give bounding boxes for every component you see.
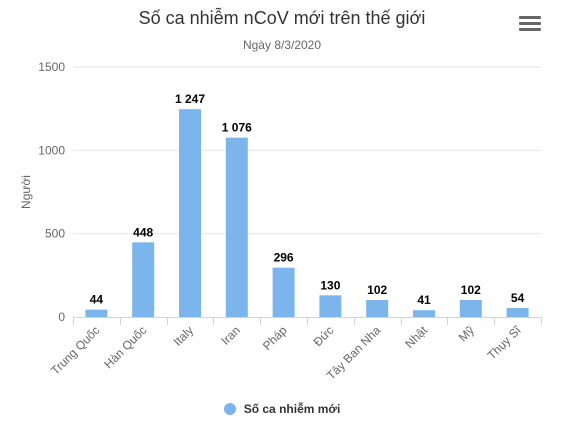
bar[interactable] [319, 295, 342, 317]
data-label: 41 [417, 293, 431, 307]
bar[interactable] [132, 242, 155, 317]
bar[interactable] [272, 267, 295, 317]
bar[interactable] [413, 310, 435, 317]
y-tick-label: 1000 [38, 143, 65, 157]
data-labels: 44 448 1 247 1 076 296 130 102 41 102 54 [90, 92, 525, 307]
x-tick-label: Pháp [260, 323, 290, 353]
x-tick-label: Iran [218, 323, 243, 348]
x-tick-label: Italy [171, 323, 196, 348]
data-label: 130 [320, 278, 340, 292]
bar[interactable] [179, 109, 201, 318]
data-label: 1 247 [175, 92, 205, 106]
y-tick-label: 500 [45, 227, 65, 241]
data-label: 102 [461, 283, 481, 297]
bar[interactable] [85, 309, 108, 317]
x-axis [73, 317, 542, 325]
legend[interactable]: Số ca nhiễm mới [0, 402, 564, 416]
y-axis-ticks: 0 500 1000 1500 [38, 60, 65, 324]
chart-title: Số ca nhiễm nCoV mới trên thế giới [138, 8, 426, 28]
menu-line [519, 28, 541, 31]
data-label: 44 [90, 293, 104, 307]
menu-line [519, 16, 541, 19]
x-tick-label: Trung Quốc [48, 323, 102, 377]
data-label: 448 [133, 225, 153, 239]
x-tick-label: Nhật [402, 323, 430, 351]
chart-subtitle: Ngày 8/3/2020 [242, 38, 322, 52]
grid-lines [73, 66, 541, 235]
y-tick-label: 0 [58, 310, 65, 324]
x-tick-label: Mỹ [456, 323, 477, 344]
y-tick-label: 1500 [38, 60, 65, 74]
data-label: 54 [511, 291, 525, 305]
bar[interactable] [506, 308, 529, 317]
hamburger-menu-icon[interactable] [519, 16, 541, 34]
bar-chart: 0 500 1000 1500 44 448 1 247 1 076 296 130 102 41 1… [19, 60, 542, 383]
bars [85, 109, 529, 318]
legend-label: Số ca nhiễm mới [243, 402, 341, 416]
data-label: 1 076 [222, 121, 252, 135]
bar[interactable] [459, 300, 482, 317]
x-tick-label: Hàn Quốc [101, 323, 149, 371]
y-axis-title: Người [19, 175, 33, 209]
data-label: 296 [274, 251, 294, 265]
x-tick-label: Đức [311, 323, 337, 349]
bar[interactable] [225, 137, 248, 317]
menu-line [519, 22, 541, 25]
data-label: 102 [367, 283, 387, 297]
bar[interactable] [366, 300, 389, 317]
legend-marker [223, 403, 236, 415]
x-tick-label: Thụy Sĩ [485, 323, 525, 363]
